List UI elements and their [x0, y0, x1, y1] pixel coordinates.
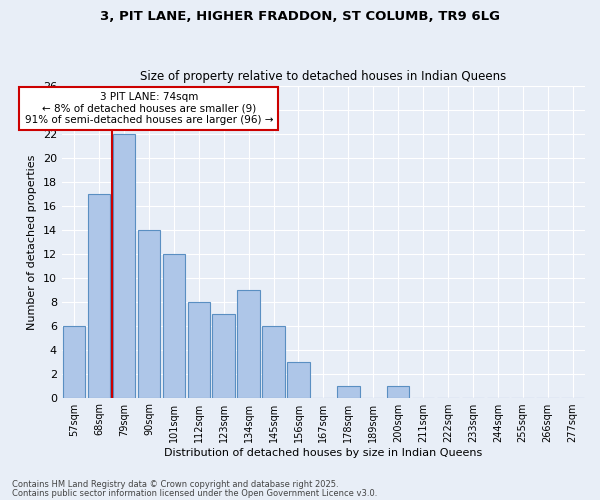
Text: 3 PIT LANE: 74sqm
← 8% of detached houses are smaller (9)
91% of semi-detached h: 3 PIT LANE: 74sqm ← 8% of detached house… — [25, 92, 273, 125]
Y-axis label: Number of detached properties: Number of detached properties — [27, 154, 37, 330]
Bar — [138, 230, 160, 398]
Text: Contains public sector information licensed under the Open Government Licence v3: Contains public sector information licen… — [12, 488, 377, 498]
Text: 3, PIT LANE, HIGHER FRADDON, ST COLUMB, TR9 6LG: 3, PIT LANE, HIGHER FRADDON, ST COLUMB, … — [100, 10, 500, 23]
Bar — [387, 386, 409, 398]
Bar — [262, 326, 285, 398]
Bar — [163, 254, 185, 398]
Bar — [113, 134, 135, 398]
Bar — [337, 386, 359, 398]
Bar — [287, 362, 310, 398]
Bar — [212, 314, 235, 398]
Title: Size of property relative to detached houses in Indian Queens: Size of property relative to detached ho… — [140, 70, 506, 84]
Bar — [88, 194, 110, 398]
Text: Contains HM Land Registry data © Crown copyright and database right 2025.: Contains HM Land Registry data © Crown c… — [12, 480, 338, 489]
X-axis label: Distribution of detached houses by size in Indian Queens: Distribution of detached houses by size … — [164, 448, 482, 458]
Bar — [238, 290, 260, 398]
Bar — [188, 302, 210, 398]
Bar — [63, 326, 85, 398]
